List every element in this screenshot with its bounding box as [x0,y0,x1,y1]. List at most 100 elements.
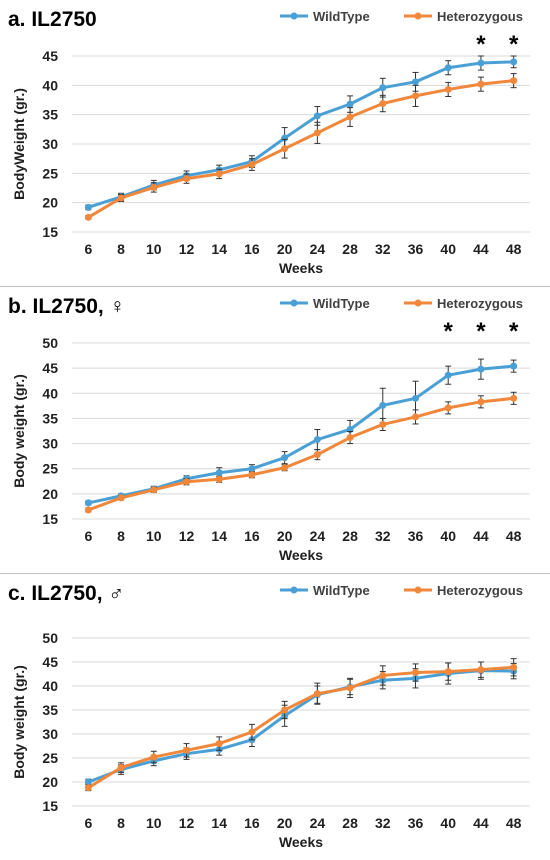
data-point [510,362,518,370]
chart-title: a. IL2750 [8,8,97,31]
legend-item: Heterozygous [404,583,523,598]
series-heterozygous [84,73,518,221]
legend-marker [414,299,422,307]
y-tick-label: 40 [42,77,58,93]
data-point [412,394,419,402]
x-tick-label: 44 [473,241,489,257]
x-tick-label: 6 [84,241,92,257]
x-tick-label: 32 [375,528,391,544]
data-point [477,59,485,67]
y-tick-label: 20 [42,195,58,211]
x-tick-label: 14 [211,241,227,257]
significance-marker: * [509,318,519,345]
data-point [248,728,256,736]
x-tick-label: 14 [211,528,227,544]
data-point [477,398,485,406]
chart-panel-a: a. IL2750 WildType Heterozygous 15 20 25 30 35 4… [0,0,550,286]
y-tick-label: 30 [42,726,58,742]
y-axis-label: BodyWeight (gr.) [11,88,27,200]
legend-label: WildType [313,583,370,598]
y-tick-label: 45 [42,654,58,670]
panel-divider [0,573,550,574]
data-point [313,690,321,698]
series-line [88,364,514,505]
x-tick-label: 48 [506,241,522,257]
data-point [379,420,387,428]
y-tick-label: 50 [42,335,58,351]
data-point [281,145,289,153]
x-tick-label: 40 [440,815,456,831]
data-point [150,753,158,761]
x-tick-label: 28 [342,528,358,544]
series-heterozygous [84,658,518,792]
x-tick-label: 8 [117,815,125,831]
data-point [183,746,190,754]
data-point [412,413,419,421]
data-point [84,499,92,507]
data-point [444,668,452,676]
data-point [379,84,387,92]
x-tick-label: 36 [408,241,424,257]
x-axis-label: Weeks [279,260,323,276]
y-tick-label: 15 [42,798,58,814]
x-tick-label: 24 [310,241,326,257]
panel-divider [0,286,550,287]
chart-panel-b: b. IL2750, ♀ WildType Heterozygous 15 20 25 30… [0,287,550,573]
x-tick-label: 36 [408,528,424,544]
legend-marker [290,299,298,307]
series-line [87,79,514,219]
legend-item: Heterozygous [404,9,523,24]
data-point [215,469,223,477]
data-point [346,100,354,108]
series-wildtype [84,358,518,507]
data-point [215,475,223,483]
data-point [346,113,354,121]
chart-panel-c: c. IL2750, ♂ WildType Heterozygous 15 20 25 30… [0,574,550,860]
data-point [215,170,223,178]
data-point [313,451,321,459]
data-point [84,203,92,211]
x-tick-label: 10 [146,241,162,257]
x-tick-label: 20 [277,528,293,544]
legend-label: Heterozygous [437,9,523,24]
legend-marker [414,586,422,594]
data-point [444,371,452,379]
y-tick-label: 15 [42,511,58,527]
data-point [510,77,518,85]
data-point [510,394,518,402]
data-point [281,706,289,714]
line-chart-a: a. IL2750 WildType Heterozygous 15 20 25 30 35 4… [8,8,530,276]
data-point [248,465,256,473]
data-point [379,671,387,679]
significance-marker: * [509,31,519,58]
x-tick-label: 36 [408,815,424,831]
data-point [150,486,158,494]
data-point [412,92,419,100]
x-tick-label: 12 [179,815,195,831]
legend-label: Heterozygous [437,583,523,598]
x-tick-label: 40 [440,528,456,544]
data-point [313,436,321,444]
data-point [117,494,125,502]
x-tick-label: 28 [342,815,358,831]
x-tick-label: 16 [244,528,260,544]
data-point [117,764,125,772]
data-point [477,666,485,674]
x-axis-label: Weeks [279,547,323,563]
data-point [477,365,485,373]
x-tick-label: 24 [310,815,326,831]
y-tick-label: 25 [42,461,58,477]
series-line [87,396,514,512]
line-chart-b: b. IL2750, ♀ WildType Heterozygous 15 20 25 30… [8,295,530,563]
y-tick-label: 35 [42,410,58,426]
legend-marker [290,586,298,594]
data-point [379,100,387,108]
data-point [510,663,518,671]
series-line [87,665,514,790]
chart-title: c. IL2750, ♂ [8,582,124,605]
data-point [150,183,158,191]
data-point [281,134,289,142]
data-point [510,58,518,66]
x-tick-label: 44 [473,815,489,831]
y-tick-label: 20 [42,486,58,502]
